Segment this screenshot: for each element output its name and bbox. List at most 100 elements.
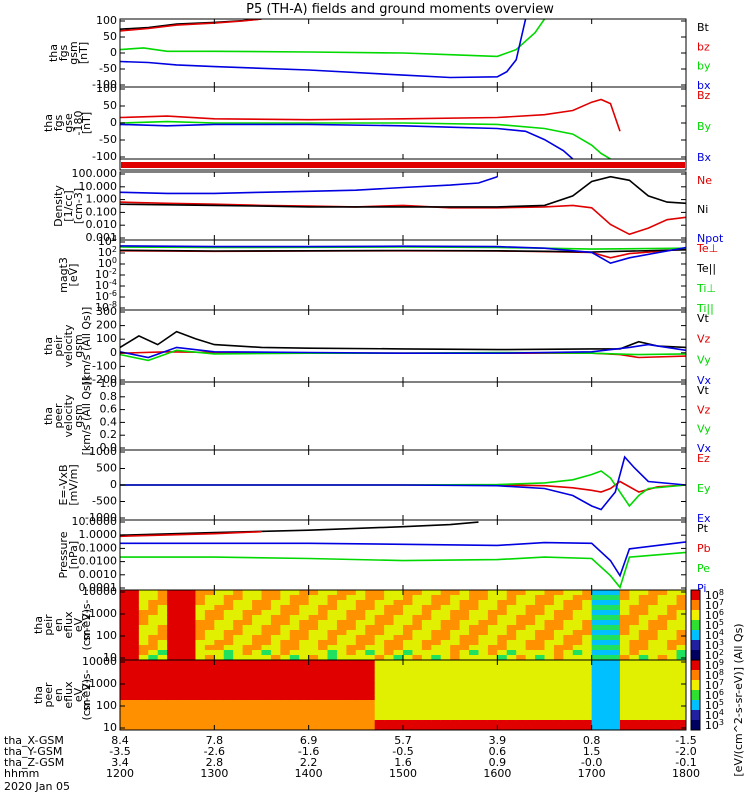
peer-spectrogram-cell <box>289 725 300 730</box>
peir-spectrogram-cell <box>544 595 555 601</box>
peer-spectrogram-cell <box>487 660 498 666</box>
peer-spectrogram-cell <box>667 690 678 696</box>
peir-spectrogram-cell <box>176 625 187 631</box>
peir-spectrogram-cell <box>563 625 574 631</box>
legend-entry-Ni: Ni <box>697 203 708 216</box>
peir-spectrogram-cell <box>186 610 197 616</box>
peer-spectrogram-cell <box>619 680 630 686</box>
peir-spectrogram-cell <box>478 655 489 660</box>
peir-spectrogram-cell <box>535 610 546 616</box>
peir-spectrogram-cell <box>167 590 178 596</box>
peir-spectrogram-cell <box>327 595 338 601</box>
peir-spectrogram-cell <box>148 655 159 660</box>
peer-spectrogram-cell <box>280 710 291 716</box>
peer-spectrogram-cell <box>308 700 319 706</box>
y-tick-label: 0.8 <box>100 390 118 403</box>
peir-spectrogram-cell <box>186 595 197 601</box>
peir-spectrogram-cell <box>553 635 564 641</box>
peer-spectrogram-cell <box>497 700 508 706</box>
peir-spectrogram-cell <box>233 655 244 660</box>
peer-spectrogram-cell <box>572 660 583 666</box>
peir-spectrogram-cell <box>516 595 527 601</box>
peer-spectrogram-cell <box>667 665 678 671</box>
peer-spectrogram-cell <box>374 710 385 716</box>
x-row-value: 2.8 <box>206 756 224 769</box>
peir-spectrogram-cell <box>525 635 536 641</box>
peir-spectrogram-cell <box>195 655 206 660</box>
peer-spectrogram-cell <box>553 700 564 706</box>
peer-spectrogram-cell <box>412 705 423 711</box>
y-tick-label: 0 <box>110 116 117 129</box>
colorbar-tick-label: 103 <box>705 718 724 733</box>
peir-spectrogram-cell <box>299 630 310 636</box>
peir-spectrogram-cell <box>195 635 206 641</box>
peir-spectrogram-cell <box>431 645 442 651</box>
peir-spectrogram-cell <box>591 615 602 621</box>
peer-spectrogram-cell <box>525 725 536 730</box>
peer-spectrogram-cell <box>657 660 668 666</box>
peer-spectrogram-cell <box>167 700 178 706</box>
peer-spectrogram-cell <box>440 685 451 691</box>
peer-spectrogram-cell <box>431 700 442 706</box>
peer-spectrogram-cell <box>355 720 366 726</box>
peer-spectrogram-cell <box>280 685 291 691</box>
colorbar-step <box>691 620 700 631</box>
peer-spectrogram-cell <box>469 725 480 730</box>
peer-spectrogram-cell <box>167 725 178 730</box>
peir-spectrogram-cell <box>516 610 527 616</box>
peer-spectrogram-cell <box>469 680 480 686</box>
peer-spectrogram-cell <box>648 715 659 721</box>
peir-spectrogram-cell <box>176 655 187 660</box>
peer-spectrogram-cell <box>506 660 517 666</box>
peir-spectrogram-cell <box>459 600 470 606</box>
peer-spectrogram-cell <box>610 690 621 696</box>
peir-spectrogram-cell <box>610 610 621 616</box>
peer-spectrogram-cell <box>138 695 149 701</box>
peir-spectrogram-cell <box>516 620 527 626</box>
peir-spectrogram-cell <box>497 645 508 651</box>
peer-spectrogram-cell <box>459 670 470 676</box>
peir-spectrogram-cell <box>544 600 555 606</box>
peir-spectrogram-cell <box>469 655 480 660</box>
peer-spectrogram-cell <box>327 705 338 711</box>
peir-spectrogram-cell <box>431 600 442 606</box>
peir-spectrogram-cell <box>459 595 470 601</box>
peir-spectrogram-cell <box>638 610 649 616</box>
peer-spectrogram-cell <box>167 665 178 671</box>
peer-spectrogram-cell <box>412 675 423 681</box>
peer-spectrogram-cell <box>148 690 159 696</box>
x-row-value: 1200 <box>106 767 134 780</box>
peer-spectrogram-cell <box>657 690 668 696</box>
x-row-value: 1300 <box>200 767 228 780</box>
peer-spectrogram-cell <box>129 665 140 671</box>
peer-spectrogram-cell <box>403 720 414 726</box>
peir-spectrogram-cell <box>676 615 686 621</box>
peir-spectrogram-cell <box>582 640 593 646</box>
peir-spectrogram-cell <box>525 595 536 601</box>
peir-spectrogram-cell <box>506 630 517 636</box>
peir-spectrogram-cell <box>148 650 159 656</box>
peir-spectrogram-cell <box>120 635 131 641</box>
peir-spectrogram-cell <box>393 630 404 636</box>
peer-spectrogram-cell <box>412 720 423 726</box>
peir-spectrogram-cell <box>138 615 149 621</box>
peir-spectrogram-cell <box>157 600 168 606</box>
peer-spectrogram-cell <box>403 700 414 706</box>
peir-spectrogram-cell <box>487 595 498 601</box>
peir-spectrogram-cell <box>204 625 215 631</box>
peir-spectrogram-cell <box>516 590 527 596</box>
peir-spectrogram-cell <box>469 595 480 601</box>
peer-spectrogram-cell <box>318 705 329 711</box>
peir-spectrogram-cell <box>582 600 593 606</box>
peir-spectrogram-panel: 10810710610510410310210000100010010thape… <box>32 585 724 664</box>
peer-spectrogram-cell <box>450 685 461 691</box>
peer-spectrogram-cell <box>421 705 432 711</box>
peir-spectrogram-cell <box>204 630 215 636</box>
peer-spectrogram-cell <box>393 700 404 706</box>
peer-spectrogram-cell <box>572 710 583 716</box>
peir-spectrogram-cell <box>120 645 131 651</box>
peer-spectrogram-cell <box>610 670 621 676</box>
peir-spectrogram-cell <box>676 620 686 626</box>
peir-spectrogram-cell <box>280 650 291 656</box>
peir-spectrogram-cell <box>506 615 517 621</box>
